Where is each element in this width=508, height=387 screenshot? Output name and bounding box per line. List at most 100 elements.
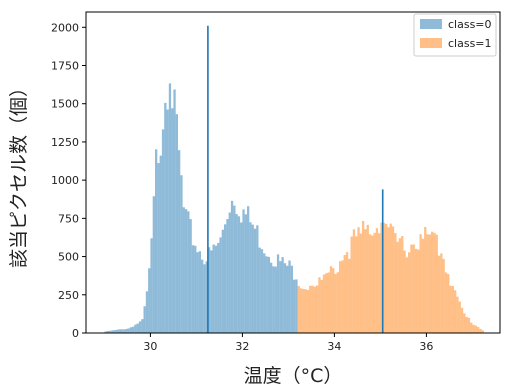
histogram-bar — [173, 89, 176, 334]
y-tick-label: 1000 — [51, 174, 79, 187]
histogram-bar — [299, 288, 303, 333]
histogram-bar — [214, 245, 218, 333]
histogram-bar — [113, 330, 116, 333]
histogram-bar — [339, 261, 342, 333]
histogram-bar — [417, 249, 420, 333]
histogram-bar — [375, 228, 379, 333]
histogram-bar — [132, 326, 135, 333]
histogram-bar — [111, 330, 114, 333]
histogram-bar — [477, 326, 480, 333]
histogram-bar — [145, 291, 149, 333]
legend-label-class-0: class=0 — [448, 18, 492, 31]
histogram-bar — [474, 325, 477, 333]
histogram-bar — [247, 206, 250, 333]
histogram-bar — [258, 247, 261, 333]
histogram-bar — [442, 258, 445, 333]
histogram-bar — [196, 252, 199, 333]
histogram-bar — [401, 236, 404, 333]
histogram-bar — [435, 234, 438, 333]
histogram-bar — [129, 327, 132, 333]
histogram-bar — [389, 223, 392, 333]
histogram-bar — [380, 222, 383, 333]
histogram-bar — [343, 255, 346, 333]
histogram-bar — [276, 254, 280, 333]
histogram-bar — [178, 150, 181, 333]
histogram-bar — [233, 205, 236, 333]
histogram-bar — [244, 214, 247, 333]
histogram-bar — [437, 255, 441, 333]
histogram-bar — [286, 265, 289, 333]
histogram-bar — [421, 238, 425, 333]
x-tick-label: 34 — [327, 340, 341, 353]
histogram-bar — [125, 329, 128, 333]
histogram-bar — [290, 265, 293, 333]
histogram-bar — [316, 285, 319, 333]
histogram-bar — [267, 256, 270, 333]
histogram-bar — [166, 109, 169, 333]
histogram-bar — [447, 274, 450, 333]
histogram-bar — [230, 200, 234, 333]
histogram-bar — [297, 285, 300, 333]
histogram-bar — [106, 330, 109, 333]
histogram-bar — [329, 266, 333, 333]
histogram-bar — [155, 149, 158, 333]
histogram-bar — [212, 244, 215, 333]
histogram-bar — [366, 224, 369, 333]
y-tick-label: 500 — [58, 251, 79, 264]
tick-marks: 30 32 34 36 0 250 500 750 1000 1250 1500 1750 2000 — [51, 21, 433, 353]
histogram-bar — [180, 175, 183, 333]
histogram-bar — [118, 329, 121, 333]
histogram-bar — [122, 329, 126, 333]
histogram-bar — [221, 229, 224, 333]
histogram-bar — [136, 323, 139, 333]
histogram-bar — [336, 272, 339, 333]
histogram-bar — [451, 286, 454, 333]
histogram-bar — [226, 219, 229, 333]
histogram-bar — [414, 248, 418, 333]
legend-swatch-class-1 — [420, 38, 442, 48]
histogram-bar — [385, 223, 388, 333]
histogram-bar — [253, 228, 257, 333]
histogram-bar — [311, 285, 314, 333]
plot-frame — [85, 11, 501, 334]
histogram-bar — [235, 214, 238, 333]
histogram-bar — [320, 279, 323, 333]
histogram-bar — [458, 301, 461, 333]
histogram-bar — [205, 261, 208, 333]
histogram-bar — [479, 328, 482, 333]
histogram-bar — [152, 196, 155, 333]
histogram-bar — [371, 235, 374, 333]
x-tick-label: 32 — [235, 340, 249, 353]
legend: class=0 class=1 — [413, 13, 497, 57]
histogram-bar — [203, 264, 206, 333]
histogram-bar — [394, 233, 397, 333]
y-tick-label: 0 — [72, 327, 79, 340]
x-tick-label: 36 — [419, 340, 433, 353]
histogram-bar — [242, 209, 245, 333]
histogram-bar — [270, 262, 273, 333]
histogram-bar — [207, 247, 211, 333]
histogram-bar — [159, 155, 162, 333]
histogram-bar — [440, 253, 443, 333]
histogram-bar — [148, 268, 151, 333]
histogram-bar — [431, 231, 434, 333]
histogram-bar — [279, 261, 282, 333]
y-tick-label: 750 — [58, 212, 79, 225]
histogram-bar — [274, 266, 277, 333]
histogram-bar — [256, 225, 259, 333]
histogram-bar — [341, 260, 344, 333]
y-tick-label: 1750 — [51, 60, 79, 73]
histogram-bar — [444, 272, 448, 333]
axes — [85, 11, 501, 334]
histogram-bar — [288, 260, 291, 333]
histogram-bar — [191, 245, 195, 333]
histogram-bar — [182, 207, 185, 333]
histogram-bar — [408, 252, 411, 333]
histogram-bar — [378, 233, 381, 333]
histogram-bar — [332, 268, 335, 333]
histogram-bar — [470, 322, 473, 333]
histogram-bar — [373, 232, 376, 333]
y-tick-label: 2000 — [51, 21, 79, 34]
histogram-bar — [412, 244, 415, 333]
